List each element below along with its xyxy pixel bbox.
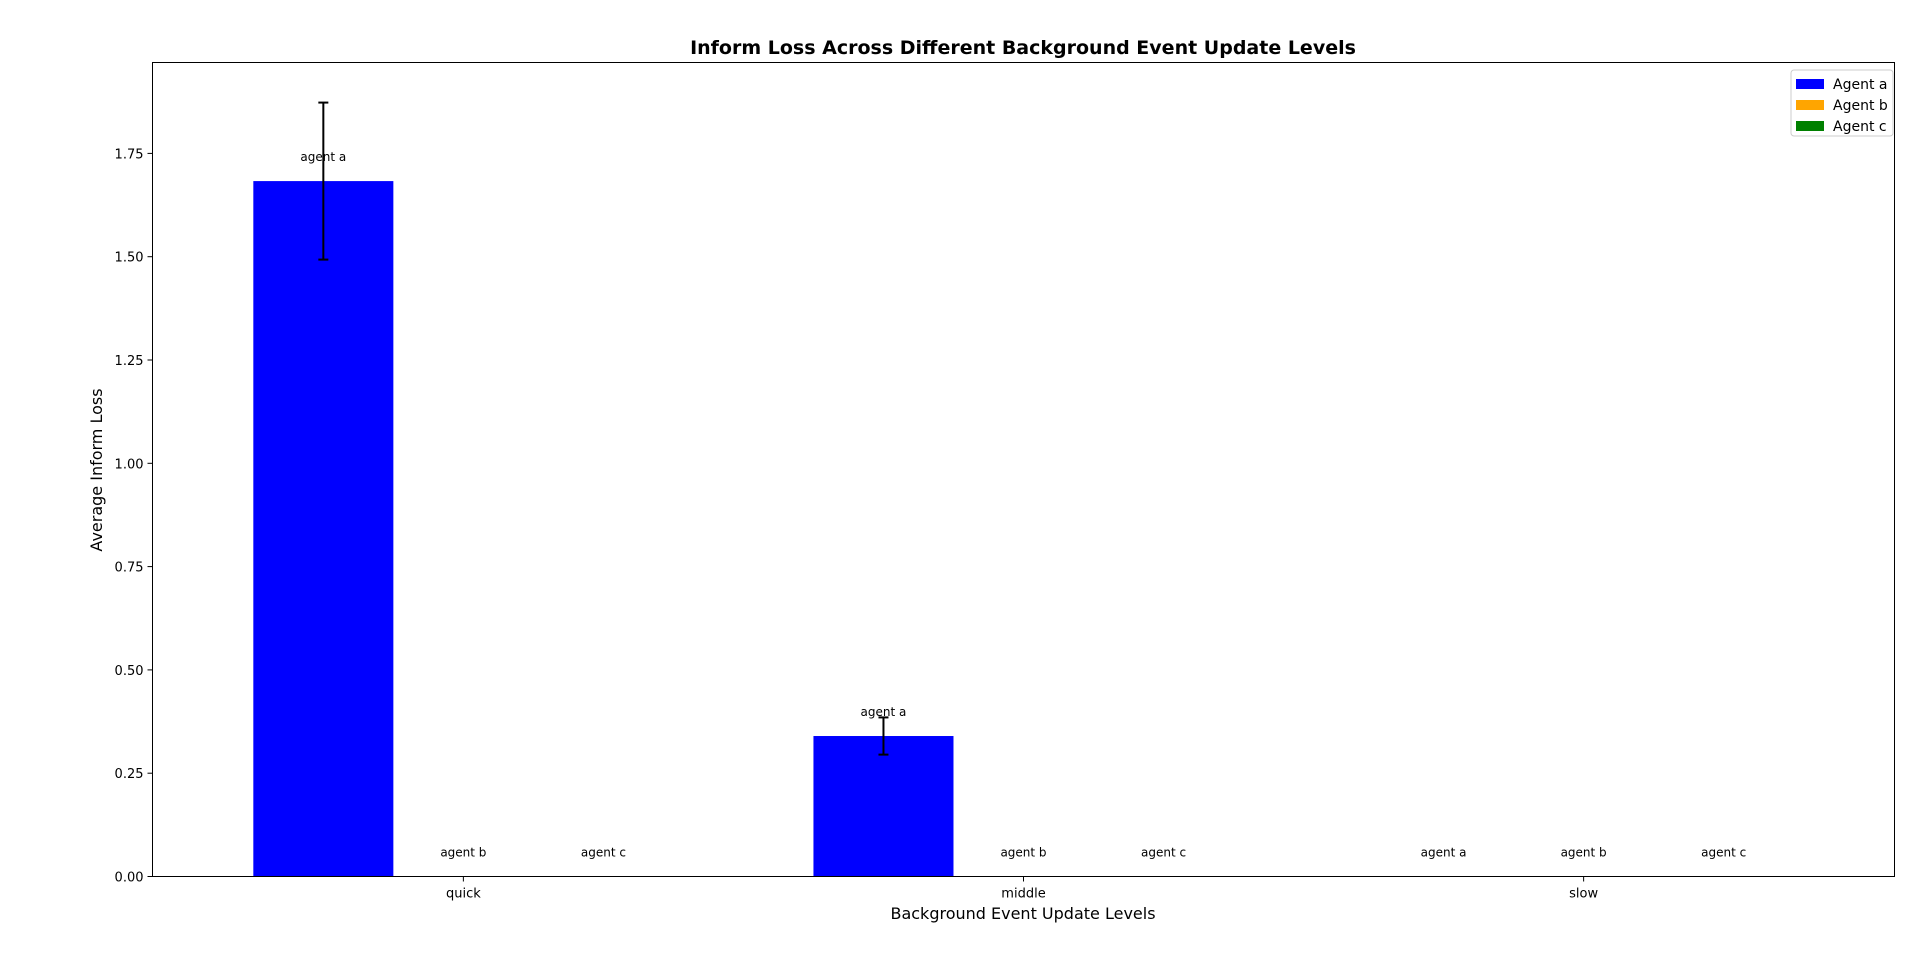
bar-label-agent-c-slow: agent c [1701, 846, 1746, 860]
plot-area-frame [153, 63, 1895, 877]
legend-swatch-agent-c [1796, 121, 1824, 131]
legend-swatch-agent-b [1796, 100, 1824, 110]
bar-label-agent-b-middle: agent b [1000, 846, 1046, 860]
error-bars-layer [318, 103, 1728, 877]
legend-label-agent-b: Agent b [1833, 98, 1888, 114]
x-axis-label: Background Event Update Levels [890, 904, 1155, 923]
bar-label-agent-c-middle: agent c [1141, 846, 1186, 860]
bar-label-agent-b-slow: agent b [1561, 846, 1607, 860]
bars-layer [253, 181, 1793, 876]
y-tick-label: 0.75 [115, 561, 144, 576]
y-tick-label: 0.25 [115, 767, 144, 782]
chart-title: Inform Loss Across Different Background … [690, 37, 1356, 59]
bar-label-agent-a-middle: agent a [861, 705, 907, 719]
bar-label-agent-a-slow: agent a [1421, 846, 1467, 860]
x-tick-label-middle: middle [1001, 887, 1045, 902]
legend-label-agent-c: Agent c [1833, 119, 1887, 135]
x-axis: quick middle slow [446, 877, 1598, 902]
bar-label-agent-c-quick: agent c [581, 846, 626, 860]
legend: Agent a Agent b Agent c [1791, 70, 1893, 136]
y-tick-label: 1.50 [115, 251, 144, 266]
legend-swatch-agent-a [1796, 79, 1824, 89]
x-tick-label-quick: quick [446, 887, 481, 902]
y-tick-label: 0.50 [115, 664, 144, 679]
bar-label-agent-a-quick: agent a [300, 150, 346, 164]
y-tick-label: 1.00 [115, 457, 144, 472]
bar-labels-layer: agent a agent a agent a agent b agent b agent… [300, 150, 1746, 859]
bar-agent-a-middle [813, 736, 953, 876]
y-tick-label: 1.25 [115, 354, 144, 369]
bar-label-agent-b-quick: agent b [440, 846, 486, 860]
y-tick-label: 1.75 [115, 147, 144, 162]
x-tick-label-slow: slow [1569, 887, 1598, 902]
y-axis: 0.00 0.25 0.50 0.75 1.00 1.25 1.50 1.75 [115, 147, 153, 885]
y-tick-label: 0.00 [115, 871, 144, 886]
bar-agent-a-quick [253, 181, 393, 876]
y-axis-label: Average Inform Loss [87, 388, 106, 551]
legend-label-agent-a: Agent a [1833, 77, 1887, 93]
